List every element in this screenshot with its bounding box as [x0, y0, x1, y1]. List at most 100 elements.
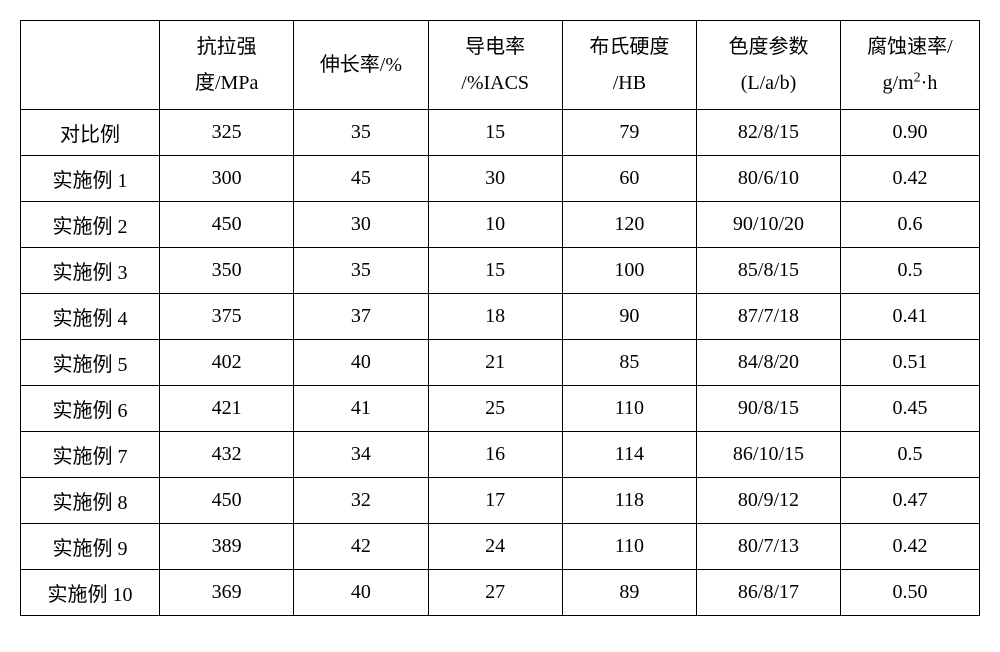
table-cell: 86/8/17 [697, 570, 841, 616]
table-cell: 114 [562, 432, 696, 478]
table-cell: 40 [294, 340, 428, 386]
table-cell: 120 [562, 202, 696, 248]
table-cell: 110 [562, 524, 696, 570]
table-cell: 0.45 [840, 386, 979, 432]
data-table-container: 抗拉强度/MPa 伸长率/% 导电率/%IACS 布氏硬度/HB 色度参数(L/… [20, 20, 980, 616]
table-row: 实施例 2450301012090/10/200.6 [21, 202, 980, 248]
table-row: 实施例 1036940278986/8/170.50 [21, 570, 980, 616]
table-cell: 0.41 [840, 294, 979, 340]
row-label: 实施例 10 [21, 570, 160, 616]
table-cell: 325 [160, 110, 294, 156]
table-cell: 27 [428, 570, 562, 616]
table-cell: 389 [160, 524, 294, 570]
table-cell: 60 [562, 156, 696, 202]
data-table: 抗拉强度/MPa 伸长率/% 导电率/%IACS 布氏硬度/HB 色度参数(L/… [20, 20, 980, 616]
table-cell: 450 [160, 202, 294, 248]
row-label: 实施例 2 [21, 202, 160, 248]
table-cell: 32 [294, 478, 428, 524]
table-cell: 34 [294, 432, 428, 478]
table-cell: 90/8/15 [697, 386, 841, 432]
table-cell: 90/10/20 [697, 202, 841, 248]
row-label: 实施例 5 [21, 340, 160, 386]
table-cell: 24 [428, 524, 562, 570]
table-cell: 82/8/15 [697, 110, 841, 156]
table-cell: 41 [294, 386, 428, 432]
table-cell: 15 [428, 248, 562, 294]
header-cell-tensile: 抗拉强度/MPa [160, 21, 294, 110]
table-cell: 90 [562, 294, 696, 340]
table-cell: 85 [562, 340, 696, 386]
table-cell: 89 [562, 570, 696, 616]
table-cell: 18 [428, 294, 562, 340]
table-cell: 450 [160, 478, 294, 524]
table-cell: 402 [160, 340, 294, 386]
row-label: 实施例 8 [21, 478, 160, 524]
table-cell: 30 [428, 156, 562, 202]
table-cell: 80/7/13 [697, 524, 841, 570]
table-cell: 0.6 [840, 202, 979, 248]
table-cell: 300 [160, 156, 294, 202]
row-label: 实施例 4 [21, 294, 160, 340]
table-cell: 40 [294, 570, 428, 616]
table-cell: 350 [160, 248, 294, 294]
table-cell: 37 [294, 294, 428, 340]
table-row: 实施例 6421412511090/8/150.45 [21, 386, 980, 432]
table-row: 对比例32535157982/8/150.90 [21, 110, 980, 156]
table-row: 实施例 130045306080/6/100.42 [21, 156, 980, 202]
header-cell-corrosion: 腐蚀速率/g/m2·h [840, 21, 979, 110]
table-cell: 110 [562, 386, 696, 432]
table-cell: 369 [160, 570, 294, 616]
row-label: 实施例 1 [21, 156, 160, 202]
table-cell: 17 [428, 478, 562, 524]
table-cell: 375 [160, 294, 294, 340]
table-row: 实施例 9389422411080/7/130.42 [21, 524, 980, 570]
header-cell-conductivity: 导电率/%IACS [428, 21, 562, 110]
table-cell: 100 [562, 248, 696, 294]
table-cell: 80/6/10 [697, 156, 841, 202]
table-cell: 0.42 [840, 156, 979, 202]
row-label: 实施例 7 [21, 432, 160, 478]
header-row: 抗拉强度/MPa 伸长率/% 导电率/%IACS 布氏硬度/HB 色度参数(L/… [21, 21, 980, 110]
table-cell: 0.51 [840, 340, 979, 386]
header-cell-color: 色度参数(L/a/b) [697, 21, 841, 110]
table-cell: 421 [160, 386, 294, 432]
row-label: 对比例 [21, 110, 160, 156]
table-cell: 42 [294, 524, 428, 570]
table-cell: 79 [562, 110, 696, 156]
header-cell-elongation: 伸长率/% [294, 21, 428, 110]
header-cell-hardness: 布氏硬度/HB [562, 21, 696, 110]
table-cell: 30 [294, 202, 428, 248]
row-label: 实施例 9 [21, 524, 160, 570]
table-cell: 25 [428, 386, 562, 432]
table-cell: 80/9/12 [697, 478, 841, 524]
table-row: 实施例 540240218584/8/200.51 [21, 340, 980, 386]
table-cell: 10 [428, 202, 562, 248]
table-row: 实施例 8450321711880/9/120.47 [21, 478, 980, 524]
table-cell: 84/8/20 [697, 340, 841, 386]
row-label: 实施例 6 [21, 386, 160, 432]
table-cell: 0.5 [840, 432, 979, 478]
table-cell: 85/8/15 [697, 248, 841, 294]
table-cell: 0.5 [840, 248, 979, 294]
table-cell: 35 [294, 248, 428, 294]
row-label: 实施例 3 [21, 248, 160, 294]
table-row: 实施例 3350351510085/8/150.5 [21, 248, 980, 294]
table-row: 实施例 7432341611486/10/150.5 [21, 432, 980, 478]
table-cell: 0.90 [840, 110, 979, 156]
table-cell: 21 [428, 340, 562, 386]
table-cell: 87/7/18 [697, 294, 841, 340]
table-cell: 0.47 [840, 478, 979, 524]
header-cell-empty [21, 21, 160, 110]
table-header: 抗拉强度/MPa 伸长率/% 导电率/%IACS 布氏硬度/HB 色度参数(L/… [21, 21, 980, 110]
table-cell: 0.42 [840, 524, 979, 570]
table-cell: 45 [294, 156, 428, 202]
table-cell: 0.50 [840, 570, 979, 616]
table-cell: 432 [160, 432, 294, 478]
table-cell: 118 [562, 478, 696, 524]
table-cell: 86/10/15 [697, 432, 841, 478]
table-cell: 15 [428, 110, 562, 156]
table-body: 对比例32535157982/8/150.90实施例 130045306080/… [21, 110, 980, 616]
table-cell: 35 [294, 110, 428, 156]
table-row: 实施例 437537189087/7/180.41 [21, 294, 980, 340]
table-cell: 16 [428, 432, 562, 478]
